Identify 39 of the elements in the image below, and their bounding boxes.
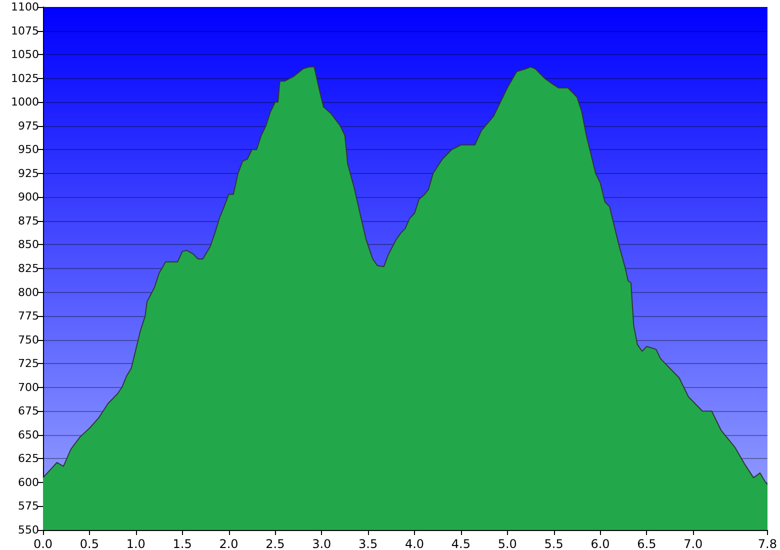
- y-tick-label: 1075: [11, 24, 39, 38]
- y-tick-label: 925: [18, 166, 39, 180]
- y-tick-label: 1100: [11, 0, 39, 14]
- x-tick-label: 6.0: [590, 537, 610, 550]
- x-tick-label: 5.0: [498, 537, 517, 550]
- y-tick-label: 725: [18, 357, 39, 370]
- x-tick-label: 2.0: [219, 537, 238, 550]
- x-tick-label: 7.8: [758, 537, 778, 550]
- y-tick-label: 675: [18, 404, 39, 418]
- x-tick-label: 2.5: [266, 537, 285, 550]
- x-tick-label: 1.5: [172, 537, 192, 550]
- y-tick-label: 625: [18, 452, 39, 466]
- x-tick-label: 1.0: [126, 537, 146, 550]
- y-tick-label: 650: [18, 428, 39, 442]
- y-tick-label: 825: [18, 262, 39, 275]
- y-tick-label: 575: [18, 500, 39, 513]
- y-tick-label: 850: [18, 238, 39, 252]
- x-tick-label: 4.0: [404, 537, 424, 550]
- y-tick-label: 800: [18, 286, 39, 299]
- y-tick-label: 1050: [11, 48, 39, 62]
- x-tick-label: 4.5: [451, 537, 471, 550]
- y-tick-label: 950: [18, 143, 39, 156]
- y-tick-label: 875: [18, 214, 39, 228]
- x-tick-label: 0.5: [80, 537, 99, 550]
- y-tick-label: 600: [18, 476, 39, 489]
- x-tick-label: 5.5: [544, 537, 564, 550]
- x-tick-label: 3.0: [312, 537, 332, 550]
- y-tick-label: 1000: [11, 96, 39, 109]
- x-tick-label: 3.5: [358, 537, 378, 550]
- y-tick-label: 550: [18, 524, 39, 536]
- y-tick-label: 775: [18, 310, 39, 323]
- x-tick-label: 6.5: [637, 537, 656, 550]
- y-tick-label: 700: [18, 380, 39, 394]
- y-tick-label: 900: [18, 190, 39, 204]
- y-tick-label: 975: [18, 119, 39, 132]
- y-tick-label: 750: [18, 333, 39, 346]
- x-tick-label: 7.0: [684, 537, 703, 550]
- x-tick-label: 0.0: [33, 537, 53, 550]
- y-tick-label: 1025: [11, 72, 39, 85]
